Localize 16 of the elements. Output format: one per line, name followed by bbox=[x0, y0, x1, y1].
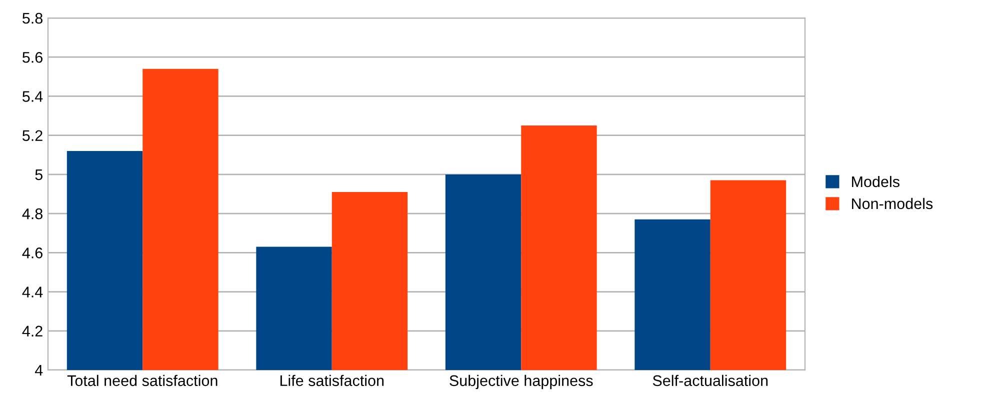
y-tick-label: 5.2 bbox=[22, 130, 42, 142]
y-tick-label: 5.4 bbox=[22, 91, 43, 102]
legend-label: Models bbox=[852, 176, 900, 188]
y-tick-label: 4.6 bbox=[22, 248, 42, 258]
y-tick-label: 5.6 bbox=[22, 52, 42, 63]
x-tick-label: Self-actualisation bbox=[652, 374, 768, 386]
y-tick-label: 5.8 bbox=[22, 12, 42, 24]
x-tick-label: Total need satisfaction bbox=[67, 374, 218, 386]
y-tick-label: 4.4 bbox=[22, 286, 43, 298]
y-tick-label: 5 bbox=[35, 169, 42, 180]
x-tick-label: Life satisfaction bbox=[280, 374, 384, 386]
y-tick-label: 4.2 bbox=[22, 326, 42, 336]
y-tick-label: 4 bbox=[34, 365, 43, 376]
legend-label: Non-models bbox=[852, 198, 933, 210]
x-tick-label: Subjective happiness bbox=[450, 374, 593, 390]
y-tick-label: 4.8 bbox=[22, 208, 42, 220]
